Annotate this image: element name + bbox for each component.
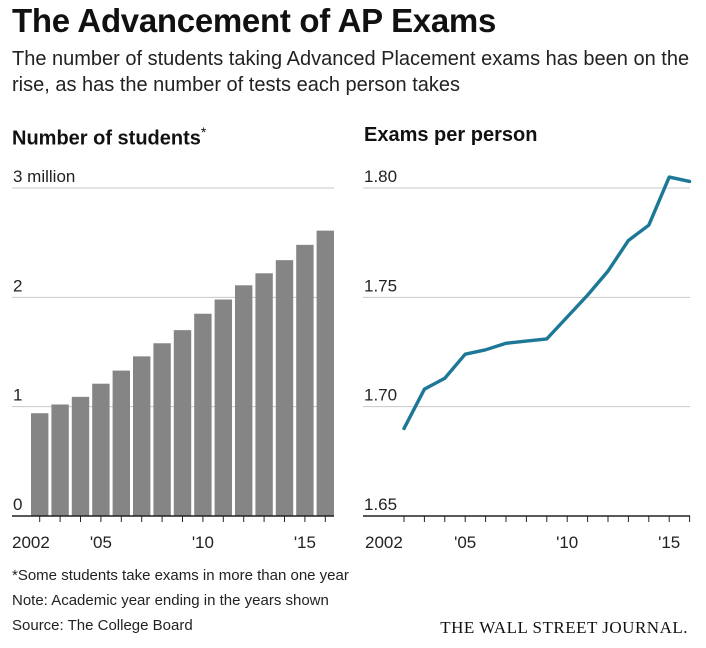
exams-y-tick-label: 1.70 [364, 386, 397, 405]
source: Source: The College Board [12, 617, 193, 634]
students-bar [173, 330, 192, 516]
students-bar [92, 383, 110, 516]
students-x-tick-label: '05 [90, 533, 112, 552]
exams-panel-title: Exams per person [364, 124, 538, 146]
students-y-tick-label: 0 [13, 495, 22, 514]
students-bar [153, 343, 171, 516]
students-bar [133, 356, 151, 516]
exams-gridlines: 1.65 1.70 1.75 1.80 [363, 167, 690, 514]
exams-series-line [402, 175, 692, 431]
students-title-footnote-mark: * [200, 124, 207, 140]
students-x-tick-label: 2002 [12, 533, 50, 552]
wsj-logo: THE WALL STREET JOURNAL. [440, 618, 688, 637]
footnote: *Some students take exams in more than o… [12, 567, 349, 584]
exams-y-tick-label: 1.80 [364, 167, 397, 186]
students-x-axis: 2002 '05 '10 '15 [12, 515, 334, 552]
students-bar [214, 299, 232, 516]
students-bar [71, 396, 90, 516]
exams-x-tick-label: '15 [658, 533, 680, 552]
students-y-tick-label: 2 [13, 276, 22, 295]
students-x-tick-label: '15 [294, 533, 316, 552]
students-y-tick-label: 1 [13, 386, 22, 405]
exams-x-axis: 2002 '05 '10 '15 [363, 515, 691, 552]
students-panel-title-text: Number of students [12, 127, 201, 150]
students-bar [112, 370, 130, 516]
students-bar [51, 404, 69, 516]
exams-y-tick-label: 1.65 [364, 495, 397, 514]
chart-subtitle: The number of students taking Advanced P… [12, 48, 690, 96]
students-bar [296, 244, 314, 516]
students-bar [316, 230, 334, 516]
exams-x-tick-label: '05 [454, 533, 476, 552]
students-bars [31, 230, 334, 516]
chart-title: The Advancement of AP Exams [12, 2, 496, 39]
exams-x-tick-label: '10 [556, 533, 578, 552]
note: Note: Academic year ending in the years … [12, 592, 329, 609]
students-bar [255, 273, 273, 516]
exams-y-tick-label: 1.75 [364, 276, 397, 295]
students-y-tick-label: 3 million [13, 167, 75, 186]
students-x-tick-label: '10 [192, 533, 214, 552]
exams-x-tick-label: 2002 [365, 533, 403, 552]
students-bar [235, 285, 253, 516]
students-bar [275, 260, 294, 516]
students-bar [31, 413, 49, 516]
students-bar [194, 313, 212, 516]
exams-line [402, 175, 692, 431]
students-panel-title: Number of students* [12, 124, 206, 151]
